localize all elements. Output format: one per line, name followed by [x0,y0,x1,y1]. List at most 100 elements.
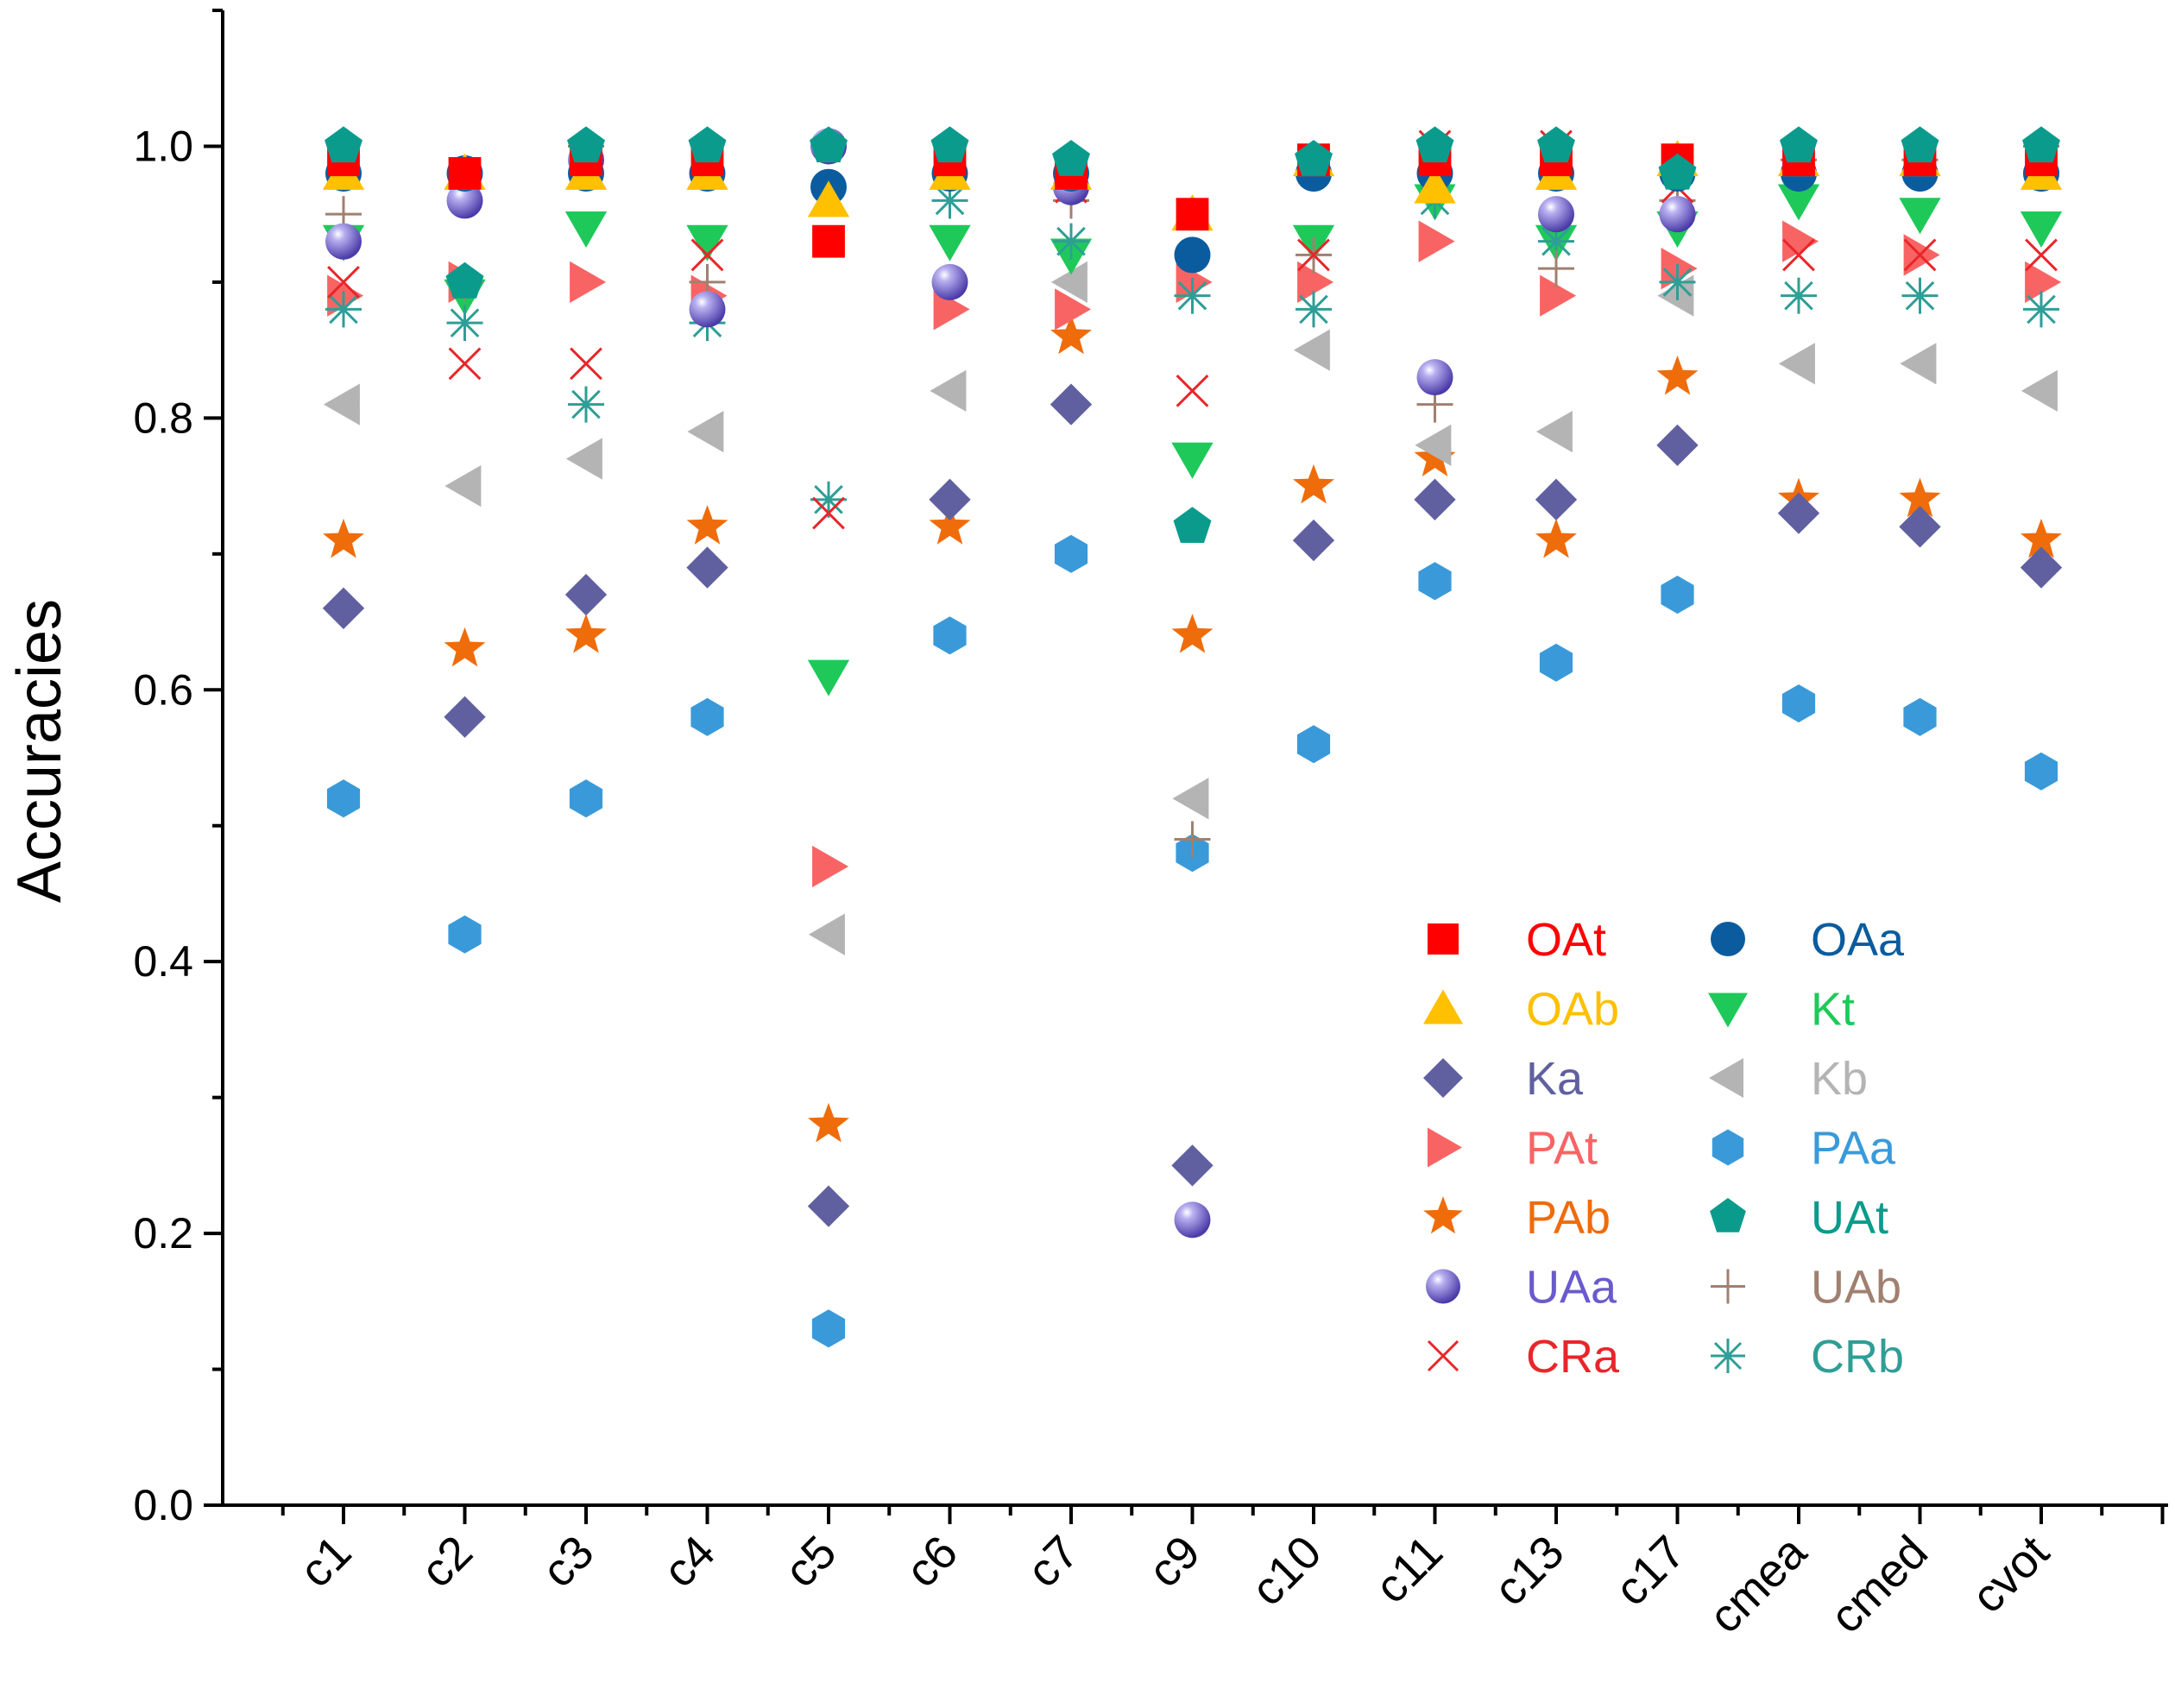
legend: OAt OAa OAb Kt Ka Kb PAt PAa PAb UAt UAa UAb CRa CRb [1423,914,1905,1383]
point-kt-c3 [564,211,608,249]
legend-label-uaa: UAa [1526,1262,1617,1314]
point-uaa-c1 [325,223,362,260]
point-uat-c6 [930,126,969,163]
point-pab-c6 [929,505,971,545]
x-tick-label: cmea [1699,1525,1817,1642]
legend-item-paa: PAa [1712,1123,1896,1175]
x-tick-label: cmed [1820,1526,1938,1643]
x-tick-label: c10 [1241,1526,1331,1616]
point-ka-c17 [1656,424,1699,467]
point-pat-c9 [1176,261,1213,304]
point-cra-cmea [1782,238,1815,272]
legend-item-oaa: OAa [1711,914,1905,966]
legend-label-oaa: OAa [1811,914,1905,966]
legend-marker-oab [1423,989,1463,1024]
point-ka-c5 [807,1185,850,1227]
legend-label-oab: OAb [1526,984,1619,1036]
x-tick-label: cvot [1962,1526,2058,1623]
series-ka [322,383,2063,1227]
point-uat-c4 [688,126,727,163]
point-ka-c7 [1050,383,1093,425]
legend-label-crb: CRb [1811,1331,1904,1383]
point-ka-c3 [564,573,608,616]
point-crb-c7 [1053,223,1089,260]
point-cra-cmed [1903,238,1937,272]
point-uaa-c4 [689,291,726,328]
point-uaa-c11 [1416,359,1453,396]
x-tick-label: c11 [1365,1526,1453,1613]
point-crb-cvot [2023,291,2059,328]
series-kb [323,261,2058,955]
point-paa-cmea [1781,684,1816,723]
point-ka-c10 [1292,519,1335,562]
point-crb-c3 [568,386,604,423]
legend-label-uat: UAt [1811,1192,1888,1244]
point-uat-c10 [1295,140,1333,176]
legend-label-kb: Kb [1811,1053,1868,1105]
point-uat-c7 [1052,140,1090,176]
x-tick-label: c9 [1138,1526,1210,1598]
legend-label-ka: Ka [1526,1053,1584,1105]
legend-item-oat: OAt [1428,914,1606,966]
legend-item-cra: CRa [1427,1331,1620,1383]
point-pat-c6 [933,288,970,331]
point-pat-c7 [1055,288,1092,331]
point-paa-c3 [569,779,603,818]
point-uat-c3 [567,126,605,163]
legend-item-pat: PAt [1428,1123,1598,1175]
data-points [322,126,2063,1348]
point-paa-c11 [1418,562,1452,601]
point-paa-c1 [326,779,361,818]
point-pab-cmed [1899,477,1941,518]
legend-marker-crb [1711,1339,1745,1373]
point-cra-c3 [570,347,602,381]
legend-item-ka: Ka [1423,1053,1584,1105]
point-cra-c4 [690,238,724,272]
point-pab-c4 [686,505,728,545]
y-tick-label: 0.8 [133,394,193,442]
point-oab-c11 [1414,167,1456,204]
point-cra-c5 [812,496,845,530]
point-pab-c17 [1656,355,1699,395]
legend-item-kt: Kt [1708,984,1855,1036]
point-pab-c3 [565,614,607,653]
point-kb-c7 [1050,261,1088,304]
x-tick-label: c6 [896,1526,968,1598]
point-ka-c13 [1535,478,1578,520]
point-crb-cmed [1901,277,1939,314]
point-uat-c1 [325,126,362,163]
point-paa-c13 [1539,643,1573,682]
point-uat-cmed [1901,126,1939,163]
legend-item-oab: OAb [1423,984,1619,1036]
point-kb-c6 [930,369,967,413]
legend-marker-pat [1428,1127,1462,1168]
point-crb-c1 [325,291,362,328]
legend-label-uab: UAb [1811,1262,1901,1314]
point-ka-c11 [1414,478,1456,520]
series-uat [325,126,2060,544]
point-paa-c7 [1054,534,1088,573]
point-uat-c2 [445,262,484,299]
y-tick-label: 0.0 [133,1481,193,1529]
point-cra-c1 [327,265,360,299]
legend-label-pat: PAt [1526,1123,1598,1175]
point-uaa-c13 [1538,196,1574,233]
point-uat-cmea [1780,126,1818,163]
point-pab-c11 [1414,437,1456,476]
point-cra-c2 [448,347,482,381]
point-kb-cvot [2021,369,2058,413]
point-oat-c2 [448,157,482,190]
point-paa-c5 [811,1309,846,1348]
point-ka-c2 [444,696,486,738]
point-crb-c2 [446,305,483,342]
point-pat-c10 [1297,261,1334,304]
series-paa [326,534,2058,1348]
point-uat-c11 [1415,126,1454,163]
point-ka-c6 [929,478,971,520]
point-kb-c11 [1415,424,1452,467]
point-uat-cvot [2022,126,2060,163]
point-ka-c9 [1171,1144,1214,1187]
point-kt-c9 [1171,442,1214,479]
